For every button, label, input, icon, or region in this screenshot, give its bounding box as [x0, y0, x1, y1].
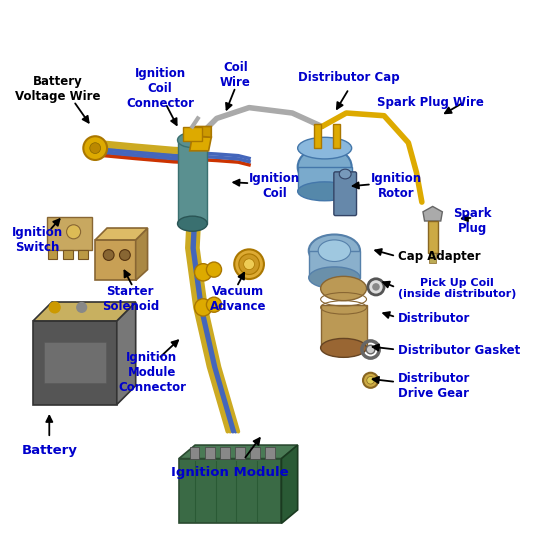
Bar — [63, 250, 73, 260]
Text: Vacuum
Advance: Vacuum Advance — [210, 285, 267, 313]
Bar — [190, 447, 200, 459]
Bar — [78, 250, 87, 260]
Circle shape — [103, 250, 114, 260]
Ellipse shape — [321, 338, 366, 358]
Ellipse shape — [178, 133, 207, 147]
Circle shape — [77, 302, 86, 312]
Polygon shape — [33, 302, 136, 321]
Polygon shape — [136, 228, 147, 280]
Bar — [205, 447, 214, 459]
Text: Ignition
Coil
Connector: Ignition Coil Connector — [126, 67, 194, 110]
Polygon shape — [95, 240, 136, 280]
Polygon shape — [179, 445, 298, 459]
Text: Ignition
Coil: Ignition Coil — [249, 172, 300, 200]
Ellipse shape — [298, 147, 351, 187]
Ellipse shape — [298, 138, 351, 159]
Polygon shape — [47, 217, 92, 250]
Circle shape — [67, 225, 81, 239]
Circle shape — [363, 373, 378, 388]
Text: Distributor Cap: Distributor Cap — [298, 72, 400, 84]
Ellipse shape — [321, 276, 366, 301]
Ellipse shape — [339, 169, 351, 179]
Polygon shape — [95, 228, 147, 240]
Bar — [178, 140, 207, 224]
Bar — [265, 447, 275, 459]
Circle shape — [83, 136, 107, 160]
Polygon shape — [179, 459, 282, 524]
Circle shape — [367, 377, 375, 384]
Bar — [220, 447, 230, 459]
Text: Battery: Battery — [21, 444, 77, 457]
Ellipse shape — [309, 267, 360, 289]
Polygon shape — [190, 136, 211, 151]
Bar — [428, 221, 438, 254]
Text: Distributor
Drive Gear: Distributor Drive Gear — [398, 372, 470, 400]
Text: Battery
Voltage Wire: Battery Voltage Wire — [15, 75, 100, 103]
Polygon shape — [192, 126, 211, 138]
Text: Ignition
Rotor: Ignition Rotor — [371, 172, 422, 200]
Text: Cap Adapter: Cap Adapter — [398, 250, 480, 262]
Polygon shape — [84, 141, 95, 155]
Bar — [250, 447, 260, 459]
Polygon shape — [183, 126, 202, 141]
Circle shape — [119, 250, 130, 260]
Ellipse shape — [239, 254, 260, 274]
Bar — [298, 167, 351, 191]
Circle shape — [90, 142, 101, 153]
Text: Coil
Wire: Coil Wire — [220, 61, 251, 89]
Bar — [321, 305, 366, 348]
Bar — [48, 250, 57, 260]
Ellipse shape — [244, 259, 255, 270]
Text: Starter
Solenoid: Starter Solenoid — [102, 285, 159, 313]
Text: Spark Plug Wire: Spark Plug Wire — [377, 96, 484, 109]
Text: Ignition
Switch: Ignition Switch — [12, 226, 63, 254]
Bar — [309, 251, 360, 278]
Ellipse shape — [178, 216, 207, 231]
Circle shape — [50, 302, 60, 313]
Text: Spark
Plug: Spark Plug — [454, 207, 492, 235]
Ellipse shape — [318, 240, 350, 261]
Circle shape — [372, 283, 379, 290]
Text: Distributor Gasket: Distributor Gasket — [398, 344, 520, 357]
Polygon shape — [282, 445, 298, 524]
Circle shape — [195, 299, 212, 316]
Text: Pick Up Coil
(inside distributor): Pick Up Coil (inside distributor) — [398, 278, 516, 299]
Text: Ignition Module: Ignition Module — [172, 466, 289, 478]
Circle shape — [206, 262, 222, 277]
Polygon shape — [314, 124, 321, 148]
Polygon shape — [423, 206, 442, 221]
Polygon shape — [117, 302, 136, 405]
Circle shape — [366, 345, 375, 354]
Ellipse shape — [309, 234, 360, 267]
Polygon shape — [333, 124, 340, 148]
Polygon shape — [33, 321, 117, 405]
Ellipse shape — [234, 249, 264, 279]
Text: Ignition
Module
Connector: Ignition Module Connector — [118, 351, 186, 394]
Circle shape — [206, 297, 222, 312]
Circle shape — [195, 263, 212, 281]
Bar — [235, 447, 245, 459]
Ellipse shape — [298, 182, 351, 201]
Polygon shape — [44, 343, 106, 383]
FancyBboxPatch shape — [334, 172, 356, 216]
Bar — [430, 253, 436, 262]
Circle shape — [368, 279, 384, 295]
Text: Distributor: Distributor — [398, 312, 470, 324]
